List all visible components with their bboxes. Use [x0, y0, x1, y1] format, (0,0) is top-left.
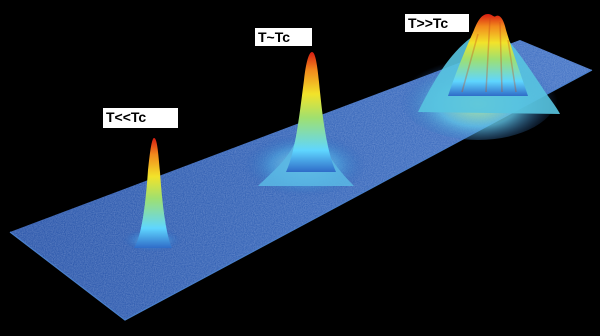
peak-2: [286, 52, 336, 172]
peak-3: [448, 14, 528, 96]
label-near-tc: T~Tc: [255, 28, 312, 46]
surface-edge: [9, 69, 593, 321]
right-margin: [600, 0, 605, 336]
peak-3-ridges: [461, 17, 517, 93]
peak-1: [134, 138, 172, 248]
label-above-tc: T>>Tc: [405, 14, 469, 32]
label-below-tc: T<<Tc: [103, 108, 178, 128]
